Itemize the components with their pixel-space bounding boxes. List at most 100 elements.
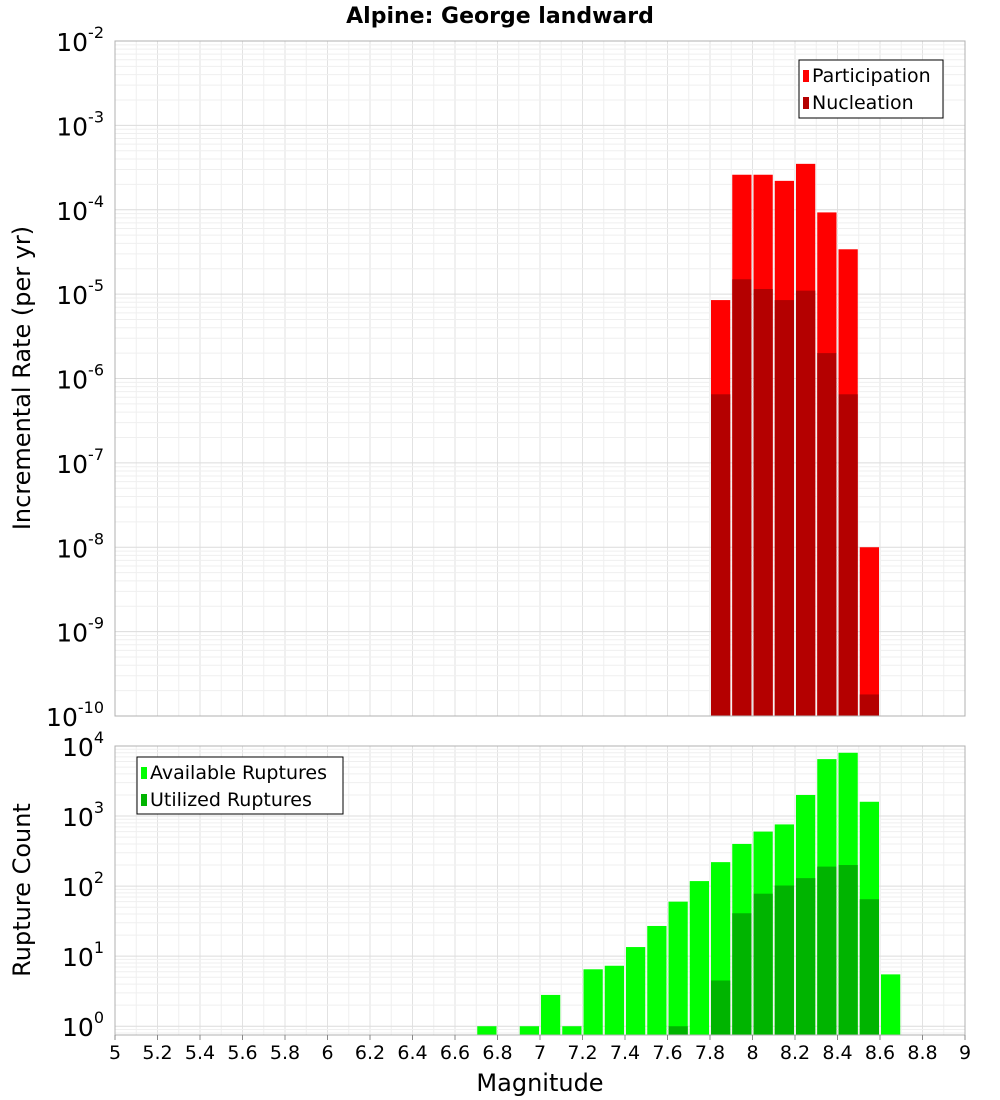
y-tick-base: 10 [56, 366, 88, 395]
x-tick-label: 9 [959, 1042, 971, 1064]
y-tick-base: 10 [56, 197, 88, 226]
top-panel: 10-1010-910-810-710-610-510-410-310-2Inc… [8, 23, 966, 732]
y-tick-label: 10-7 [56, 445, 104, 479]
bar [668, 1026, 688, 1035]
y-tick-exponent: -3 [88, 107, 104, 126]
y-tick-exponent: 0 [94, 1008, 104, 1027]
y-tick-exponent: 1 [94, 938, 104, 957]
bar [817, 866, 837, 1035]
y-tick-exponent: -9 [88, 614, 104, 633]
grid-lines [114, 40, 966, 717]
x-tick-label: 8.6 [865, 1042, 895, 1064]
y-tick-base: 10 [62, 733, 94, 762]
y-tick-base: 10 [56, 450, 88, 479]
y-tick-label: 10-8 [56, 529, 104, 563]
y-tick-base: 10 [56, 112, 88, 141]
y-tick-base: 10 [62, 873, 94, 902]
y-tick-exponent: -4 [88, 192, 104, 211]
bar [859, 547, 879, 716]
x-tick-label: 6 [321, 1042, 333, 1064]
y-tick-base: 10 [56, 281, 88, 310]
y-tick-label: 10-4 [56, 192, 104, 226]
y-tick-label: 10-3 [56, 107, 104, 141]
bar [626, 947, 646, 1035]
y-tick-base: 10 [46, 703, 78, 732]
bar [541, 994, 561, 1035]
x-tick-label: 5.4 [185, 1042, 215, 1064]
y-tick-exponent: 3 [94, 798, 104, 817]
legend-label: Participation [812, 65, 931, 87]
bar [711, 980, 731, 1035]
x-tick-label: 7 [534, 1042, 546, 1064]
y-tick-base: 10 [62, 803, 94, 832]
x-tick-label: 5 [109, 1042, 121, 1064]
y-tick-base: 10 [62, 1013, 94, 1042]
y-tick-label: 10-10 [46, 698, 104, 732]
y-tick-label: 103 [62, 798, 104, 832]
y-tick-exponent: 2 [94, 868, 104, 887]
y-tick-label: 10-5 [56, 276, 104, 310]
plot-frame [114, 40, 966, 717]
x-tick-label: 6.4 [397, 1042, 427, 1064]
chart-title: Alpine: George landward [346, 4, 654, 29]
bar [859, 899, 879, 1035]
bar [562, 1026, 582, 1035]
bar [668, 901, 688, 1035]
y-axis-label: Rupture Count [8, 803, 36, 977]
y-tick-exponent: -6 [88, 361, 104, 380]
y-tick-base: 10 [62, 943, 94, 972]
legend-swatch [141, 767, 147, 779]
y-tick-label: 104 [62, 728, 104, 762]
x-tick-label: 8.2 [780, 1042, 810, 1064]
y-tick-exponent: -2 [88, 23, 104, 42]
x-axis-label: Magnitude [476, 1069, 603, 1097]
y-tick-exponent: 4 [94, 728, 104, 747]
x-tick-label: 5.6 [227, 1042, 257, 1064]
bar [732, 913, 752, 1035]
y-tick-label: 10-6 [56, 361, 104, 395]
y-tick-base: 10 [56, 28, 88, 57]
legend-swatch [803, 97, 809, 109]
bar [583, 969, 603, 1035]
legend-swatch [803, 70, 809, 82]
legend: Participation Nucleation [798, 59, 944, 119]
legend-box [136, 756, 344, 815]
x-tick-label: 7.2 [567, 1042, 597, 1064]
y-axis-label: Incremental Rate (per yr) [8, 226, 36, 530]
bar [817, 353, 837, 716]
x-tick-label: 6.8 [482, 1042, 512, 1064]
legend-label: Utilized Ruptures [150, 789, 312, 811]
bar [711, 394, 731, 716]
bar [859, 694, 879, 716]
series-nucleation [711, 279, 879, 716]
x-tick-label: 6.6 [440, 1042, 470, 1064]
y-tick-base: 10 [56, 619, 88, 648]
y-tick-label: 102 [62, 868, 104, 902]
x-tick-label: 5.2 [142, 1042, 172, 1064]
bar [647, 925, 667, 1035]
bar [604, 965, 624, 1035]
legend-swatch [141, 794, 147, 806]
y-tick-label: 100 [62, 1008, 104, 1042]
bar [838, 865, 858, 1035]
bar [774, 300, 794, 716]
y-tick-label: 10-9 [56, 614, 104, 648]
x-tick-label: 8 [746, 1042, 758, 1064]
y-tick-exponent: -8 [88, 529, 104, 548]
x-tick-label: 8.8 [907, 1042, 937, 1064]
bar [519, 1026, 539, 1035]
y-tick-label: 10-2 [56, 23, 104, 57]
x-tick-label: 7.6 [652, 1042, 682, 1064]
y-tick-exponent: -5 [88, 276, 104, 295]
bar [753, 289, 773, 716]
bar [796, 878, 816, 1035]
y-tick-exponent: -7 [88, 445, 104, 464]
bar [881, 974, 901, 1035]
bar [774, 885, 794, 1035]
y-tick-exponent: -10 [78, 698, 104, 717]
bar [796, 290, 816, 716]
bar [689, 881, 709, 1035]
legend-label: Available Ruptures [150, 762, 327, 784]
